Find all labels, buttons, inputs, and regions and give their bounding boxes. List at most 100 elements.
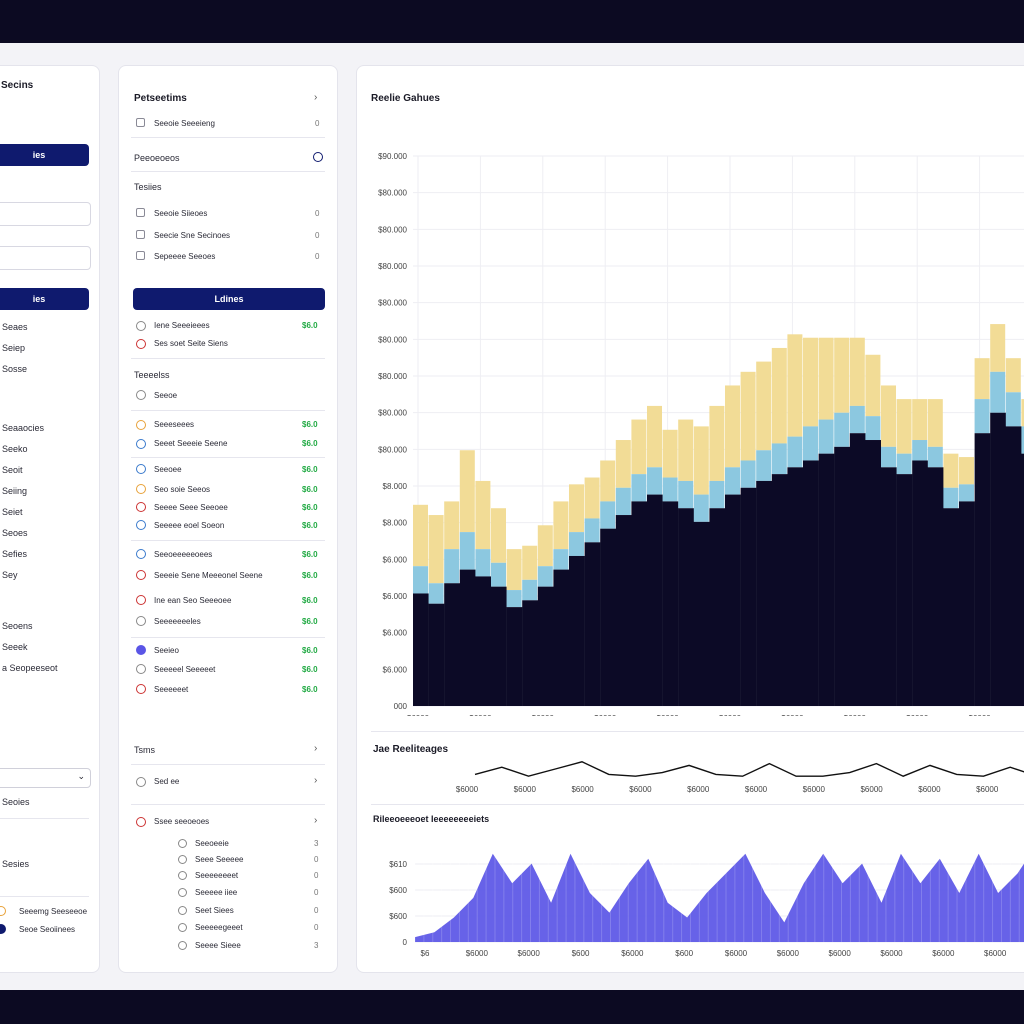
- y-tick-label: 000: [394, 702, 408, 711]
- sidebar-item[interactable]: Seeek: [2, 642, 28, 652]
- sub-item[interactable]: Seee Seeeee: [195, 855, 244, 864]
- list-item[interactable]: Seo soie Seeos: [154, 485, 211, 494]
- chevron-right-icon[interactable]: ›: [314, 815, 318, 826]
- bar-segment-base: [553, 569, 570, 706]
- sidebar-item[interactable]: Seoens: [2, 621, 33, 631]
- sub-item[interactable]: Seeeeegeeet: [195, 923, 243, 932]
- radio-icon[interactable]: [178, 941, 187, 950]
- x-tick-label: $6000: [532, 714, 555, 716]
- y-tick-label: $6.000: [383, 629, 408, 638]
- radio-icon[interactable]: [313, 152, 323, 162]
- bar-segment-base: [615, 515, 632, 706]
- sidebar-footer-item[interactable]: Seoies: [2, 797, 30, 807]
- sidebar-item[interactable]: Seiet: [2, 507, 23, 517]
- bar-segment-mid: [943, 487, 959, 509]
- x-tick-label: $6000: [621, 949, 644, 958]
- sidebar-item[interactable]: Sefies: [2, 549, 28, 559]
- apply-button[interactable]: Ldines: [133, 288, 325, 310]
- sidebar-item[interactable]: Sey: [2, 570, 18, 580]
- sidebar-item[interactable]: a Seopeeseot: [2, 663, 58, 673]
- sub-item-count: 0: [314, 888, 319, 897]
- radio-icon[interactable]: [178, 871, 187, 880]
- x-tick-label: $6000: [844, 714, 867, 716]
- radio-icon[interactable]: [178, 855, 187, 864]
- bar-segment-base: [896, 474, 913, 706]
- sub-item[interactable]: Seeoeeie: [195, 839, 229, 848]
- list-item[interactable]: Seeeee eoel Soeon: [154, 521, 225, 530]
- list-item[interactable]: Ses soet Seite Siens: [154, 339, 228, 348]
- list-item[interactable]: Seeoe: [154, 391, 178, 400]
- chevron-right-icon[interactable]: ›: [314, 743, 318, 754]
- list-item[interactable]: Seeieo: [154, 646, 179, 655]
- checkbox[interactable]: [136, 208, 145, 217]
- list-item[interactable]: Seeee Seee Seeoee: [154, 503, 228, 512]
- checkbox-label: Seecie Sne Secinoes: [154, 231, 231, 240]
- sidebar-item[interactable]: Seoes: [2, 528, 28, 538]
- bar-segment-top: [849, 337, 865, 406]
- bar-segment-top: [553, 501, 569, 550]
- bar-segment-base: [709, 508, 726, 706]
- sidebar-item[interactable]: Sosse: [2, 364, 28, 374]
- checkbox[interactable]: [136, 230, 145, 239]
- checkbox[interactable]: [136, 118, 145, 127]
- y-tick-label: $80.000: [378, 445, 407, 454]
- sidebar-footer-item[interactable]: Sesies: [2, 859, 30, 869]
- list-item[interactable]: Seeoeeeeeoees: [154, 550, 213, 559]
- divider: [371, 804, 1024, 805]
- sidebar-item[interactable]: Seiep: [2, 343, 26, 353]
- checkbox[interactable]: [136, 251, 145, 260]
- list-item[interactable]: Seeeeel Seeeeet: [154, 665, 216, 674]
- radio-icon[interactable]: [178, 923, 187, 932]
- bar-segment-top: [631, 419, 647, 475]
- area-series: [415, 853, 1024, 942]
- bar-segment-mid: [444, 549, 460, 584]
- list-item[interactable]: Seeeie Sene Meeeonel Seene: [154, 571, 263, 580]
- list-item[interactable]: Seeeeeeeles: [154, 617, 201, 626]
- x-tick-label: $600: [572, 949, 590, 958]
- sidebar-secondary-button[interactable]: ies: [0, 288, 89, 310]
- list-item[interactable]: Seeeeeet: [154, 685, 189, 694]
- sub-item[interactable]: Seet Siees: [195, 906, 234, 915]
- x-tick-label: $6000: [745, 785, 768, 794]
- sidebar-item[interactable]: Seoit: [2, 465, 23, 475]
- radio-icon[interactable]: [178, 839, 187, 848]
- checkbox-label: Seeoie Siieoes: [154, 209, 208, 218]
- x-tick-label: $6000: [656, 714, 679, 716]
- bar-segment-top: [678, 419, 694, 481]
- list-value: $6.0: [302, 321, 318, 330]
- list-item[interactable]: Ine ean Seo Seeeoee: [154, 596, 232, 605]
- chevron-right-icon[interactable]: ›: [314, 92, 318, 103]
- sidebar-item[interactable]: Seeko: [2, 444, 28, 454]
- bar-segment-base: [506, 607, 523, 706]
- list-item[interactable]: Seeoee: [154, 465, 182, 474]
- bar-segment-mid: [803, 426, 818, 461]
- sub-item[interactable]: Seeee Sieee: [195, 941, 241, 950]
- radio-icon[interactable]: [178, 906, 187, 915]
- bar-segment-top: [475, 480, 491, 550]
- radio-icon[interactable]: [178, 888, 187, 897]
- sidebar-footer-item[interactable]: Seeemg Seeseeoe: [19, 907, 88, 916]
- sidebar-input-2[interactable]: [0, 246, 91, 270]
- bar-segment-top: [959, 457, 974, 485]
- sidebar-item[interactable]: Seaes: [2, 322, 28, 332]
- line-chart: $6000 $6000 $6000 $6000 $6000 $6000 $6000 $6000…: [456, 761, 1024, 794]
- divider: [131, 171, 325, 172]
- sidebar-item[interactable]: Seaaocies: [2, 423, 45, 433]
- sidebar-item[interactable]: Seiing: [2, 486, 28, 496]
- sidebar-dropdown[interactable]: ⌄: [0, 768, 91, 788]
- sidebar-input-1[interactable]: [0, 202, 91, 226]
- x-tick-label: $6000: [469, 714, 492, 716]
- list-item[interactable]: Sed ee: [154, 777, 180, 786]
- list-item[interactable]: Seeet Seeeie Seene: [154, 439, 228, 448]
- bar-segment-mid: [647, 467, 662, 495]
- chevron-right-icon[interactable]: ›: [314, 775, 318, 786]
- sidebar-primary-button[interactable]: ies: [0, 144, 89, 166]
- sidebar-footer-item[interactable]: Seoe Seoiinees: [19, 925, 76, 934]
- list-item[interactable]: Seeeseees: [154, 420, 195, 429]
- warning-icon: [136, 420, 146, 430]
- filter-row-count: 0: [315, 119, 320, 128]
- sub-item[interactable]: Seeeee iiee: [195, 888, 238, 897]
- section-heading[interactable]: Ssee seeoeoes: [154, 817, 210, 826]
- sub-item[interactable]: Seeeeeeeet: [195, 871, 239, 880]
- list-item[interactable]: Iene Seeeieees: [154, 321, 210, 330]
